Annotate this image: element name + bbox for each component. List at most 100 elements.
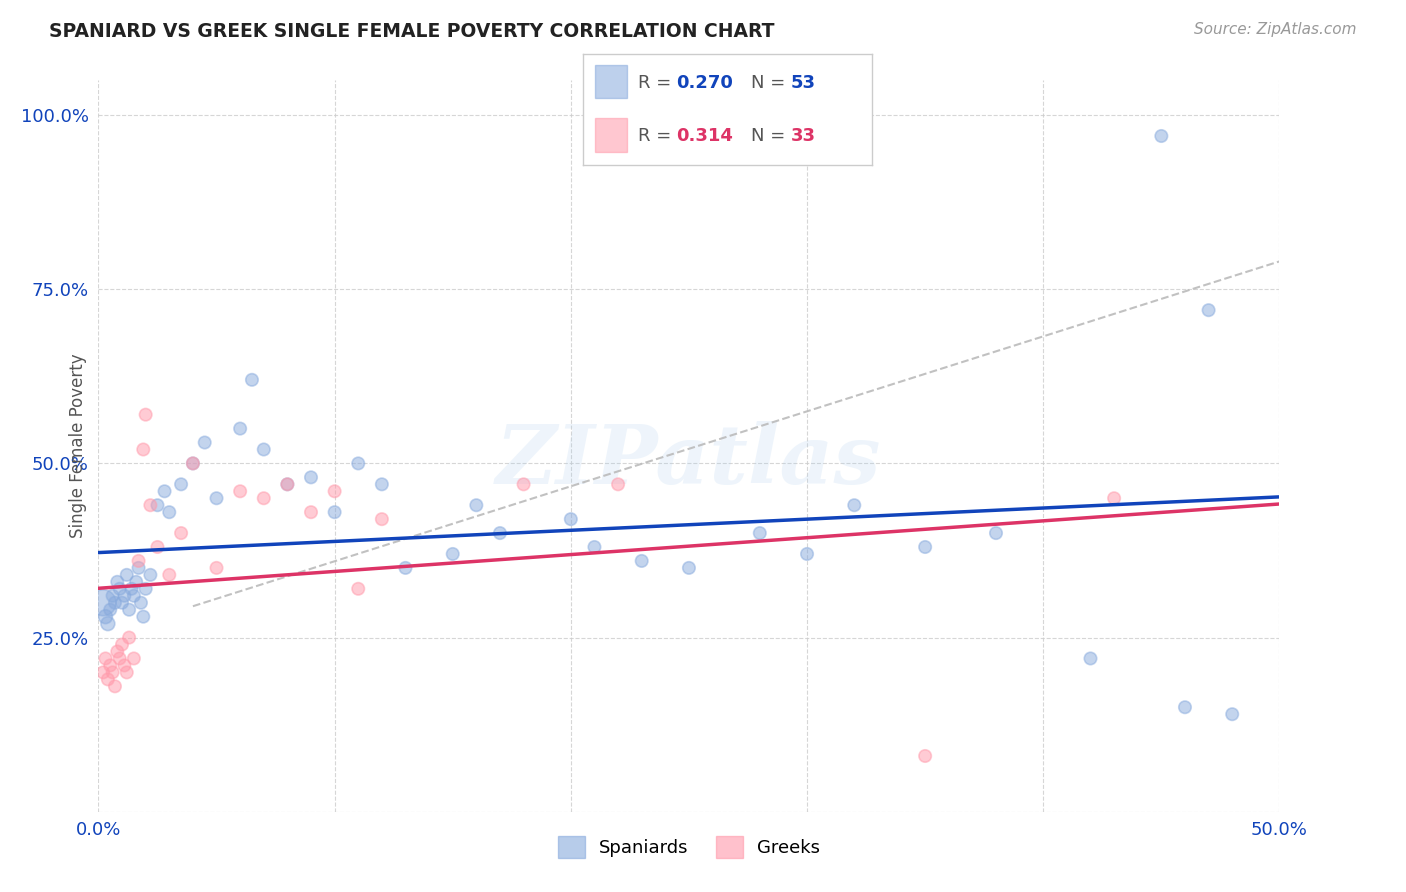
Point — [1198, 303, 1220, 318]
Text: 53: 53 — [792, 73, 815, 92]
Text: ZIPatlas: ZIPatlas — [496, 421, 882, 500]
Point — [91, 596, 114, 610]
Point — [112, 589, 135, 603]
Point — [205, 561, 228, 575]
Text: R =: R = — [638, 127, 678, 145]
Point — [118, 631, 141, 645]
Point — [129, 596, 152, 610]
Point — [240, 373, 263, 387]
Point — [128, 554, 150, 568]
Point — [394, 561, 416, 575]
Point — [139, 498, 162, 512]
Point — [181, 457, 204, 471]
Point — [146, 498, 169, 512]
Point — [139, 567, 162, 582]
Point — [128, 561, 150, 575]
Point — [489, 526, 512, 541]
Point — [630, 554, 652, 568]
Point — [101, 589, 124, 603]
Point — [678, 561, 700, 575]
Point — [347, 582, 370, 596]
Text: 33: 33 — [792, 127, 815, 145]
Point — [94, 609, 117, 624]
Point — [347, 457, 370, 471]
Point — [371, 512, 394, 526]
Point — [229, 421, 252, 435]
Point — [132, 609, 155, 624]
Point — [748, 526, 770, 541]
Point — [98, 658, 121, 673]
Y-axis label: Single Female Poverty: Single Female Poverty — [69, 354, 87, 538]
Text: R =: R = — [638, 73, 678, 92]
Bar — [595, 119, 627, 152]
Point — [111, 596, 134, 610]
Point — [153, 484, 176, 499]
Text: N =: N = — [751, 127, 790, 145]
Point — [1102, 491, 1125, 506]
Point — [94, 651, 117, 665]
Point — [914, 749, 936, 764]
Point — [108, 651, 131, 665]
Point — [441, 547, 464, 561]
Text: Source: ZipAtlas.com: Source: ZipAtlas.com — [1194, 22, 1357, 37]
Point — [465, 498, 488, 512]
Point — [135, 408, 157, 422]
Point — [97, 673, 120, 687]
Point — [157, 505, 180, 519]
Text: 0.270: 0.270 — [676, 73, 733, 92]
Point — [323, 505, 346, 519]
Point — [276, 477, 298, 491]
Point — [115, 567, 138, 582]
Text: N =: N = — [751, 73, 790, 92]
Point — [323, 484, 346, 499]
Point — [253, 491, 276, 506]
Point — [115, 665, 138, 680]
Point — [1220, 707, 1243, 722]
Point — [560, 512, 582, 526]
Point — [194, 435, 217, 450]
Point — [104, 596, 127, 610]
Point — [97, 616, 120, 631]
Text: 0.314: 0.314 — [676, 127, 733, 145]
Point — [299, 505, 322, 519]
Point — [796, 547, 818, 561]
Point — [112, 658, 135, 673]
Point — [132, 442, 155, 457]
Point — [371, 477, 394, 491]
Point — [122, 589, 145, 603]
Point — [122, 651, 145, 665]
Point — [984, 526, 1007, 541]
Point — [111, 638, 134, 652]
Point — [104, 679, 127, 693]
Point — [157, 567, 180, 582]
Point — [125, 574, 148, 589]
Point — [583, 540, 606, 554]
Point — [105, 574, 128, 589]
Point — [135, 582, 157, 596]
Point — [181, 457, 204, 471]
Point — [146, 540, 169, 554]
Point — [98, 603, 121, 617]
Point — [512, 477, 534, 491]
Point — [101, 665, 124, 680]
Point — [121, 582, 143, 596]
Point — [276, 477, 298, 491]
Point — [299, 470, 322, 484]
Point — [91, 665, 114, 680]
Point — [253, 442, 276, 457]
Point — [914, 540, 936, 554]
Point — [1080, 651, 1102, 665]
Point — [607, 477, 630, 491]
Point — [1174, 700, 1197, 714]
Point — [170, 477, 193, 491]
Point — [108, 582, 131, 596]
Legend: Spaniards, Greeks: Spaniards, Greeks — [550, 829, 828, 865]
Point — [205, 491, 228, 506]
Text: SPANIARD VS GREEK SINGLE FEMALE POVERTY CORRELATION CHART: SPANIARD VS GREEK SINGLE FEMALE POVERTY … — [49, 22, 775, 41]
Point — [844, 498, 866, 512]
Point — [170, 526, 193, 541]
Point — [105, 644, 128, 658]
Point — [118, 603, 141, 617]
Point — [1150, 128, 1173, 143]
Bar — [595, 65, 627, 98]
